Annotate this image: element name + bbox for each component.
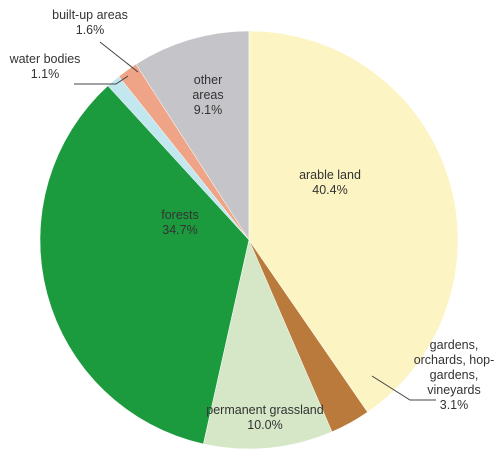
- slice-label: permanent grassland 10.0%: [185, 403, 345, 433]
- slice-label: forests 34.7%: [130, 208, 230, 238]
- slice-label: gardens, orchards, hop-gardens, vineyard…: [410, 338, 498, 413]
- value-label: 10.0%: [247, 418, 283, 432]
- value-label: 1.6%: [75, 23, 105, 37]
- slice-label: water bodies 1.1%: [0, 52, 90, 82]
- leader-line: [99, 41, 139, 73]
- value-label: 34.7%: [162, 223, 198, 237]
- pie-slice: [135, 30, 250, 241]
- pie-slice: [248, 30, 459, 413]
- category-label: permanent grassland: [206, 403, 324, 417]
- pie-slice: [203, 239, 333, 450]
- category-label: arable land: [299, 168, 361, 182]
- category-label: built-up areas: [52, 8, 128, 22]
- pie-slice: [39, 85, 250, 445]
- slice-label: arable land 40.4%: [275, 168, 385, 198]
- value-label: 1.1%: [30, 67, 60, 81]
- category-label: water bodies: [9, 52, 81, 66]
- category-label: other areas: [192, 73, 224, 102]
- leader-line: [74, 75, 129, 85]
- leader-line: [371, 375, 436, 401]
- value-label: 40.4%: [312, 183, 348, 197]
- value-label: 3.1%: [439, 398, 469, 412]
- slice-label: other areas 9.1%: [180, 73, 236, 118]
- value-label: 9.1%: [193, 103, 223, 117]
- category-label: gardens, orchards, hop-gardens, vineyard…: [413, 338, 495, 397]
- slice-label: built-up areas 1.6%: [30, 8, 150, 38]
- category-label: forests: [161, 208, 199, 222]
